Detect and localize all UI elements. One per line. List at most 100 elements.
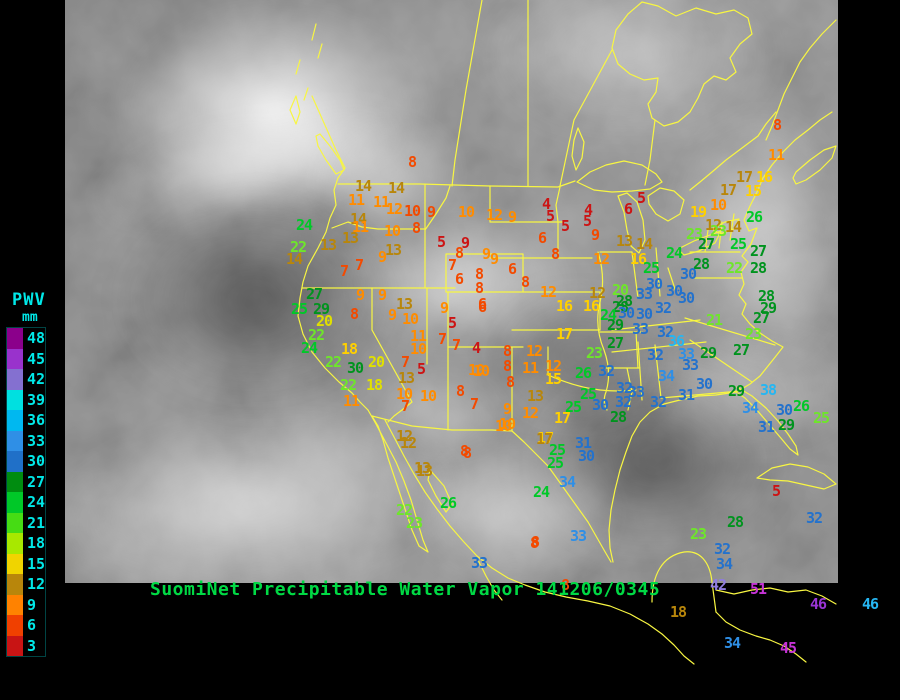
station-value: 20 <box>316 312 333 330</box>
legend-row: 15 <box>7 553 46 574</box>
station-value: 5 <box>417 360 426 378</box>
station-value: 14 <box>350 210 367 228</box>
station-value: 8 <box>551 245 560 263</box>
station-value: 27 <box>753 309 770 327</box>
station-value: 9 <box>461 234 470 252</box>
station-value: 14 <box>636 235 653 253</box>
station-value: 32 <box>615 393 632 411</box>
station-value: 8 <box>773 116 782 134</box>
station-value: 10 <box>420 387 437 405</box>
station-value: 45 <box>780 639 797 657</box>
station-value: 12 <box>545 357 562 375</box>
station-value: 29 <box>700 344 717 362</box>
station-value: 33 <box>636 285 653 303</box>
station-value: 8 <box>503 342 512 360</box>
station-value: 14 <box>355 177 372 195</box>
legend-value: 9 <box>27 595 37 614</box>
station-value: 7 <box>438 330 447 348</box>
legend-swatch <box>7 574 23 595</box>
station-value: 5 <box>583 212 592 230</box>
station-value: 51 <box>750 580 767 598</box>
station-value: 12 <box>396 427 413 445</box>
station-value: 17 <box>720 181 737 199</box>
legend-row: 27 <box>7 471 45 492</box>
station-value: 7 <box>340 262 349 280</box>
legend-row: 24 <box>7 492 45 513</box>
station-value: 5 <box>437 233 446 251</box>
station-value: 22 <box>726 259 743 277</box>
station-value: 23 <box>710 222 727 240</box>
station-value: 10 <box>404 202 421 220</box>
station-value: 14 <box>388 179 405 197</box>
station-value: 27 <box>306 285 323 303</box>
station-value: 25 <box>643 259 660 277</box>
station-value: 33 <box>678 345 695 363</box>
station-value: 12 <box>589 284 606 302</box>
station-value: 27 <box>698 235 715 253</box>
station-value: 13 <box>527 387 544 405</box>
station-value: 22 <box>340 376 357 394</box>
station-value: 36 <box>668 332 685 350</box>
legend-swatch <box>7 471 23 492</box>
station-value: 13 <box>320 236 337 254</box>
station-value: 5 <box>561 217 570 235</box>
station-value: 30 <box>618 304 635 322</box>
legend-swatch <box>7 430 23 451</box>
legend-swatch <box>7 553 23 574</box>
station-value: 17 <box>537 429 554 447</box>
station-value: 6 <box>478 295 487 313</box>
station-value: 9 <box>440 299 449 317</box>
station-value: 11 <box>343 392 360 410</box>
station-value: 7 <box>401 353 410 371</box>
station-value: 34 <box>658 367 675 385</box>
station-value: 6 <box>455 270 464 288</box>
station-value: 5 <box>637 189 646 207</box>
legend-value: 42 <box>27 370 46 389</box>
station-value: 8 <box>412 219 421 237</box>
station-value: 23 <box>406 514 423 532</box>
station-value: 7 <box>401 397 410 415</box>
station-value: 22 <box>325 353 342 371</box>
station-value: 30 <box>646 275 663 293</box>
station-value: 13 <box>416 462 433 480</box>
legend-value: 21 <box>27 513 46 532</box>
station-value: 26 <box>746 208 763 226</box>
station-value: 9 <box>356 286 365 304</box>
legend-swatch <box>7 348 23 369</box>
station-value: 4 <box>472 339 481 357</box>
legend-value: 39 <box>27 390 46 409</box>
station-value: 32 <box>650 393 667 411</box>
station-value: 12 <box>540 283 557 301</box>
station-value: 33 <box>628 383 645 401</box>
legend-value: 30 <box>27 452 46 471</box>
station-value: 17 <box>736 168 753 186</box>
station-value: 10 <box>402 310 419 328</box>
station-value: 8 <box>455 244 464 262</box>
legend-row: 30 <box>7 451 45 472</box>
station-value: 16 <box>756 168 773 186</box>
station-value: 10 <box>458 203 475 221</box>
station-value: 20 <box>368 353 385 371</box>
station-value: 23 <box>686 225 703 243</box>
station-value: 10 <box>495 417 512 435</box>
station-value: 30 <box>592 396 609 414</box>
cloud-texture <box>380 375 510 460</box>
station-value: 28 <box>750 259 767 277</box>
station-value: 9 <box>388 306 397 324</box>
station-value: 6 <box>624 200 633 218</box>
legend-row: 9 <box>7 594 45 615</box>
station-value: 30 <box>680 265 697 283</box>
legend-swatch <box>7 369 23 390</box>
station-value: 8 <box>456 382 465 400</box>
station-value: 32 <box>616 379 633 397</box>
station-value: 4 <box>584 201 593 219</box>
cloud-texture <box>350 215 570 350</box>
station-value: 30 <box>347 359 364 377</box>
station-value: 46 <box>862 595 879 613</box>
station-value: 30 <box>696 375 713 393</box>
station-value: 8 <box>561 576 570 594</box>
station-value: 30 <box>578 447 595 465</box>
legend-swatch <box>7 533 23 554</box>
legend-value: 15 <box>27 554 46 573</box>
station-value: 24 <box>600 306 617 324</box>
